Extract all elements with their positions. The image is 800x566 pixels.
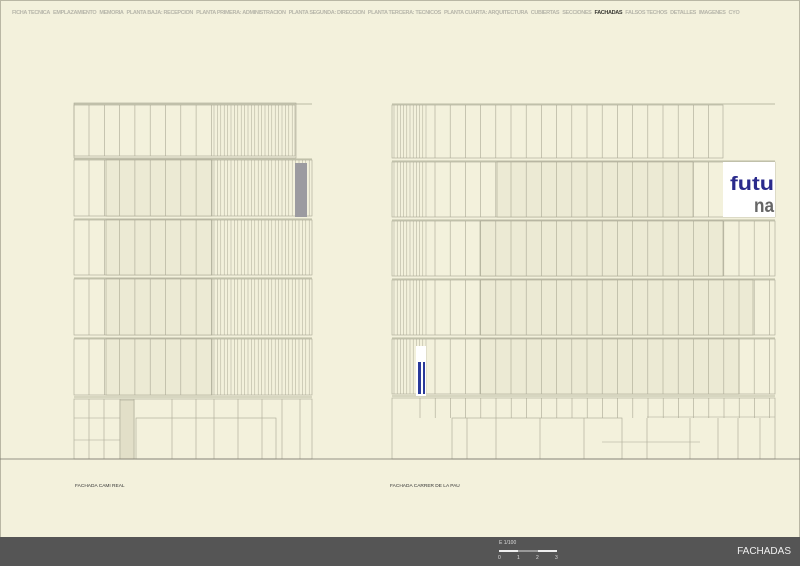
sign-bar (418, 362, 421, 394)
facade-cami-real-drawing (73, 102, 313, 460)
scale-bar (499, 550, 557, 552)
nav-item-cubiertas[interactable]: CUBIERTAS (530, 10, 560, 16)
logo-futuna: futu na (723, 162, 775, 217)
entrance (135, 417, 277, 460)
dark-panel (295, 163, 307, 217)
scale-tick: 2 (536, 555, 539, 561)
glazed-bay (479, 220, 724, 277)
nav-item-planta-cuarta-arquitectura[interactable]: PLANTA CUARTA: ARQUITECTURA (443, 10, 528, 16)
scale-tick: 0 (498, 555, 501, 561)
logo-text-line2: na (754, 196, 774, 217)
caption-left: FACHADA CAMI REAL (75, 484, 125, 489)
nav-item-cyo[interactable]: CYO (728, 10, 740, 16)
caption-right: FACHADA CARRER DE LA PAU (390, 484, 460, 489)
nav-item-planta-baja-recepcion[interactable]: PLANTA BAJA: RECEPCION (126, 10, 194, 16)
nav-item-planta-segunda-direccion[interactable]: PLANTA SEGUNDA: DIRECCION (288, 10, 366, 16)
glazed-bay (479, 279, 754, 336)
nav-item-secciones[interactable]: SECCIONES (562, 10, 592, 16)
ground-floor (391, 397, 776, 460)
glazed-bay (105, 219, 213, 276)
nav-item-ficha-tecnica[interactable]: FICHA TECNICA (12, 10, 51, 16)
glazed-bay (496, 161, 694, 218)
hatched-column (119, 399, 135, 460)
glazed-bay (105, 338, 213, 396)
footer-bar: E 1/100 0 1 2 3 FACHADAS (0, 537, 800, 566)
glazed-bay (105, 159, 213, 217)
logo-text-line1: futu (730, 174, 774, 195)
nav-item-fachadas[interactable]: FACHADAS (594, 10, 623, 16)
facade-drawings: futu na (0, 102, 800, 460)
glazed-bay (479, 338, 740, 395)
glazed-bay (105, 278, 213, 336)
top-floor (73, 102, 297, 159)
nav-item-falsos-techos[interactable]: FALSOS TECHOS (625, 10, 668, 16)
scale-tick: 3 (555, 555, 558, 561)
nav-item-planta-primera-administracion[interactable]: PLANTA PRIMERA: ADMINISTRACION (196, 10, 286, 16)
nav-item-planta-tercera-tecnicos[interactable]: PLANTA TERCERA: TECNICOS (367, 10, 442, 16)
scale-tick: 1 (517, 555, 520, 561)
nav-item-imagenes[interactable]: IMAGENES (698, 10, 726, 16)
top-navigation: FICHA TECNICA EMPLAZAMIENTO MEMORIA PLANTA … (12, 10, 788, 17)
floor (73, 104, 296, 157)
footer-title: FACHADAS (737, 546, 791, 557)
scale-label: E 1/100 (499, 540, 517, 546)
nav-item-detalles[interactable]: DETALLES (670, 10, 696, 16)
floor (391, 104, 724, 159)
sign-bar (423, 362, 425, 394)
nav-item-memoria[interactable]: MEMORIA (99, 10, 124, 16)
nav-item-emplazamiento[interactable]: EMPLAZAMIENTO (53, 10, 97, 16)
facade-carrer-de-la-pau-drawing (391, 103, 776, 460)
entrance (451, 417, 623, 460)
